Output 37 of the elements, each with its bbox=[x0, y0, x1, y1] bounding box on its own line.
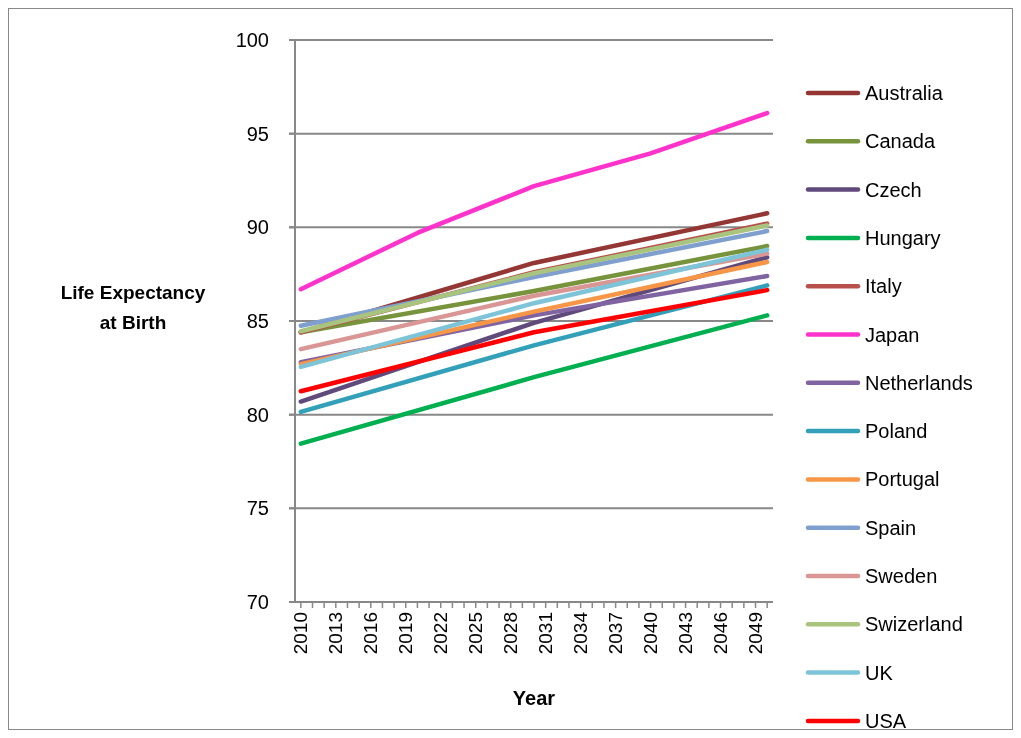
x-tick-label: 2019 bbox=[395, 612, 417, 655]
y-tick-label: 75 bbox=[246, 497, 269, 520]
y-tick-label: 95 bbox=[246, 122, 269, 145]
x-axis-title: Year bbox=[512, 687, 556, 709]
x-tick-label: 2013 bbox=[325, 612, 347, 655]
legend-label: Poland bbox=[865, 420, 928, 443]
x-tick-label: 2049 bbox=[745, 612, 767, 655]
legend-label: Japan bbox=[865, 323, 920, 346]
x-tick-label: 2034 bbox=[570, 611, 592, 655]
legend-label: Italy bbox=[865, 275, 902, 298]
x-tick-label: 2016 bbox=[360, 612, 382, 655]
legend-label: Portugal bbox=[865, 468, 940, 491]
legend-label: Czech bbox=[865, 178, 922, 201]
x-tick-label: 2031 bbox=[535, 612, 557, 655]
x-tick-label: 2025 bbox=[465, 612, 487, 655]
legend-label: Netherlands bbox=[865, 371, 973, 394]
y-tick-label: 90 bbox=[246, 216, 269, 239]
legend-label: Sweden bbox=[865, 565, 938, 587]
x-tick-label: 2022 bbox=[430, 612, 452, 655]
x-tick-label: 2028 bbox=[500, 612, 522, 655]
y-tick-label: 80 bbox=[246, 403, 269, 426]
x-tick-label: 2010 bbox=[290, 612, 312, 655]
legend-label: Swizerland bbox=[865, 613, 963, 636]
legend-label: Canada bbox=[865, 130, 936, 153]
x-tick-label: 2037 bbox=[605, 612, 627, 655]
y-tick-label: 100 bbox=[235, 29, 269, 51]
y-axis-title: Life Expectancy at Birth bbox=[60, 282, 206, 333]
legend-label: UK bbox=[865, 661, 894, 684]
legend-label: Spain bbox=[865, 516, 917, 539]
legend-label: Australia bbox=[865, 82, 944, 104]
x-tick-label: 2046 bbox=[710, 612, 732, 655]
x-tick-label: 2043 bbox=[675, 612, 697, 655]
y-tick-label: 70 bbox=[246, 591, 269, 613]
legend-label: USA bbox=[865, 709, 907, 732]
y-tick-label: 85 bbox=[246, 310, 269, 332]
legend-label: Hungary bbox=[865, 226, 941, 249]
x-tick-label: 2040 bbox=[640, 612, 662, 655]
